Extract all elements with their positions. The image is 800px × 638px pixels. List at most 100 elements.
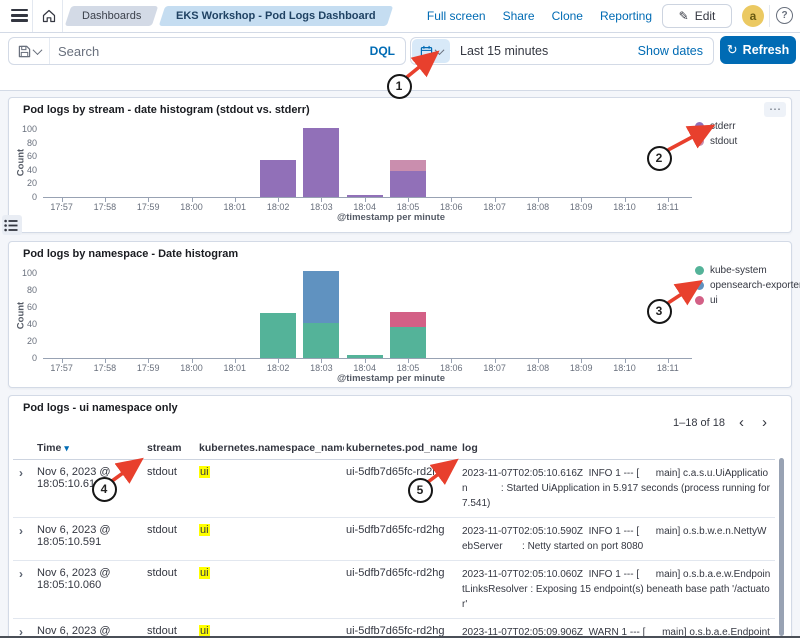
x-tick-label: 17:58 bbox=[93, 363, 117, 373]
breadcrumb-current-dashboard[interactable]: EKS Workshop - Pod Logs Dashboard bbox=[159, 6, 394, 26]
divider bbox=[769, 5, 770, 27]
bar-stdout[interactable] bbox=[390, 159, 426, 172]
legend-toggle-button[interactable] bbox=[2, 215, 22, 235]
x-tick-mark bbox=[494, 198, 496, 202]
save-icon bbox=[18, 45, 30, 57]
x-tick-label: 18:07 bbox=[483, 363, 506, 373]
header-link-reporting[interactable]: Reporting bbox=[599, 9, 652, 23]
bar-kube-system[interactable] bbox=[303, 323, 340, 358]
bar-kube-system[interactable] bbox=[346, 355, 383, 358]
x-tick-mark bbox=[667, 198, 669, 202]
help-icon[interactable]: ? bbox=[776, 7, 793, 24]
x-tick-mark bbox=[451, 359, 453, 363]
legend-item-stdout[interactable]: stdout bbox=[695, 135, 737, 147]
edit-button-label: Edit bbox=[694, 9, 716, 23]
window-bottom-edge bbox=[0, 636, 800, 638]
cell-namespace: ui bbox=[197, 619, 344, 638]
bar-kube-system[interactable] bbox=[390, 326, 426, 358]
x-tick-label: 18:08 bbox=[526, 202, 550, 212]
cell-stream: stdout bbox=[147, 567, 177, 579]
x-tick-label: 18:01 bbox=[223, 363, 247, 373]
x-tick-label: 18:11 bbox=[656, 363, 679, 373]
x-tick-label: 18:10 bbox=[613, 363, 636, 373]
y-tick-label: 60 bbox=[26, 302, 37, 312]
cell-time: Nov 6, 2023 @ 18:05:10.616 bbox=[37, 466, 111, 490]
x-tick-mark bbox=[191, 198, 193, 202]
x-tick-label: 18:05 bbox=[396, 363, 420, 373]
refresh-button[interactable]: ↻ Refresh bbox=[720, 36, 796, 64]
x-tick-label: 18:00 bbox=[180, 363, 203, 373]
x-axis-line bbox=[43, 358, 692, 359]
x-axis-line bbox=[43, 197, 692, 198]
x-tick-mark bbox=[494, 359, 496, 363]
row-expand-button[interactable]: › bbox=[19, 466, 23, 480]
breadcrumb-label: Dashboards bbox=[82, 10, 142, 22]
save-query-button[interactable] bbox=[9, 38, 50, 64]
ellipsis-icon: ⋯ bbox=[769, 102, 781, 116]
show-dates-button[interactable]: Show dates bbox=[637, 44, 703, 58]
header-link-clone[interactable]: Clone bbox=[551, 9, 583, 23]
avatar[interactable]: a bbox=[742, 5, 764, 27]
menu-hamburger-icon[interactable] bbox=[11, 9, 28, 22]
namespace-highlight: ui bbox=[199, 567, 210, 579]
panel-title-table: Pod logs - ui namespace only bbox=[23, 402, 178, 414]
legend-item-opensearch-exporter[interactable]: opensearch-exporter bbox=[695, 279, 800, 291]
calendar-button[interactable] bbox=[412, 39, 450, 63]
legend-swatch-ui bbox=[695, 295, 704, 305]
top-navigation-bar: Dashboards EKS Workshop - Pod Logs Dashbo… bbox=[0, 0, 800, 33]
pagination-label: 1–18 of 18 bbox=[673, 417, 725, 429]
x-tick-label: 17:59 bbox=[136, 363, 160, 373]
panel-options-button[interactable]: ⋯ bbox=[764, 102, 786, 117]
bar-kube-system[interactable] bbox=[260, 312, 297, 358]
edit-button[interactable]: ✎ Edit bbox=[662, 4, 732, 28]
time-picker: Last 15 minutes Show dates bbox=[410, 37, 714, 65]
legend-swatch-kube-system bbox=[695, 265, 704, 275]
search-input[interactable] bbox=[50, 43, 370, 59]
legend-item-kube-system[interactable]: kube-system bbox=[695, 264, 800, 276]
row-expand-button[interactable]: › bbox=[19, 524, 23, 538]
row-expand-button[interactable]: › bbox=[19, 567, 23, 581]
bar-stderr[interactable] bbox=[303, 127, 340, 197]
column-header-Time[interactable]: Time ▾ bbox=[37, 442, 69, 454]
column-header-kubernetes-pod_name[interactable]: kubernetes.pod_name bbox=[346, 442, 458, 454]
header-link-full-screen[interactable]: Full screen bbox=[426, 9, 486, 23]
header-link-share[interactable]: Share bbox=[502, 9, 535, 23]
legend-swatch-stdout bbox=[695, 136, 704, 146]
chart-legend: kube-system opensearch-exporter ui bbox=[695, 264, 800, 306]
bar-ui[interactable] bbox=[390, 312, 426, 327]
legend-item-stderr[interactable]: stderr bbox=[695, 120, 737, 132]
panel-pod-logs-table: Pod logs - ui namespace only 1–18 of 18 … bbox=[8, 395, 792, 638]
x-tick-mark bbox=[364, 359, 366, 363]
x-tick-mark bbox=[451, 198, 453, 202]
column-header-stream[interactable]: stream bbox=[147, 442, 182, 454]
x-tick-label: 18:08 bbox=[526, 363, 550, 373]
x-tick-mark bbox=[234, 198, 236, 202]
bar-stderr[interactable] bbox=[390, 171, 426, 197]
legend-label: kube-system bbox=[710, 264, 767, 276]
bar-stderr[interactable] bbox=[260, 160, 297, 197]
row-expand-button[interactable]: › bbox=[19, 625, 23, 638]
calendar-icon bbox=[420, 45, 432, 57]
home-icon[interactable] bbox=[40, 7, 58, 25]
time-range-label[interactable]: Last 15 minutes bbox=[460, 44, 549, 58]
table-scrollbar[interactable] bbox=[779, 458, 784, 636]
next-page-button[interactable]: › bbox=[758, 415, 771, 430]
divider bbox=[62, 0, 63, 32]
legend-label: stdout bbox=[710, 135, 738, 147]
breadcrumb-dashboards[interactable]: Dashboards bbox=[64, 6, 159, 26]
bar-opensearch-exporter[interactable] bbox=[303, 271, 340, 324]
panel-title-stream: Pod logs by stream - date histogram (std… bbox=[23, 104, 310, 116]
y-tick-label: 100 bbox=[21, 124, 37, 134]
search-box: DQL bbox=[8, 37, 406, 65]
x-tick-mark bbox=[104, 359, 106, 363]
legend-item-ui[interactable]: ui bbox=[695, 294, 800, 306]
cell-namespace: ui bbox=[197, 460, 344, 517]
prev-page-button[interactable]: ‹ bbox=[735, 415, 748, 430]
column-header-log[interactable]: log bbox=[462, 442, 478, 454]
bar-stderr[interactable] bbox=[346, 194, 383, 197]
cell-stream: stdout bbox=[147, 524, 177, 536]
column-header-kubernetes-namespace_name[interactable]: kubernetes.namespace_name bbox=[199, 442, 344, 454]
dql-button[interactable]: DQL bbox=[369, 44, 395, 58]
pagination: 1–18 of 18 ‹ › bbox=[673, 415, 771, 430]
x-tick-label: 17:57 bbox=[50, 202, 73, 212]
